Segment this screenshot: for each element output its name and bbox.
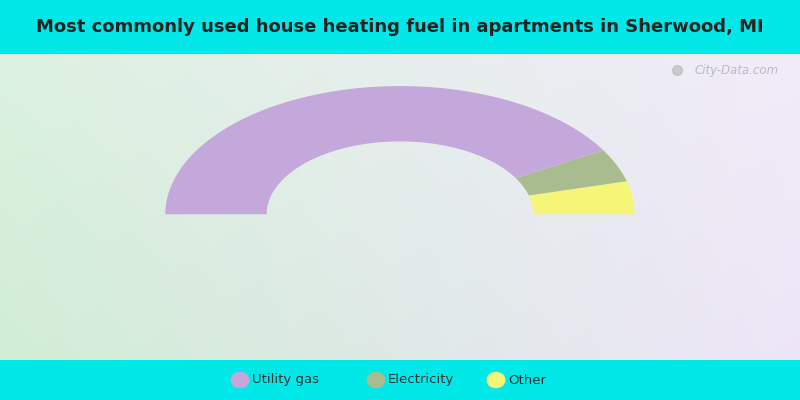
Text: Other: Other [508,374,546,386]
Polygon shape [166,86,603,214]
Text: Electricity: Electricity [388,374,454,386]
Polygon shape [515,150,626,196]
Ellipse shape [487,372,505,388]
Ellipse shape [231,372,249,388]
Ellipse shape [367,372,385,388]
Polygon shape [529,181,634,214]
Text: Most commonly used house heating fuel in apartments in Sherwood, MI: Most commonly used house heating fuel in… [36,18,764,36]
Text: City-Data.com: City-Data.com [694,64,778,77]
Text: Utility gas: Utility gas [252,374,319,386]
